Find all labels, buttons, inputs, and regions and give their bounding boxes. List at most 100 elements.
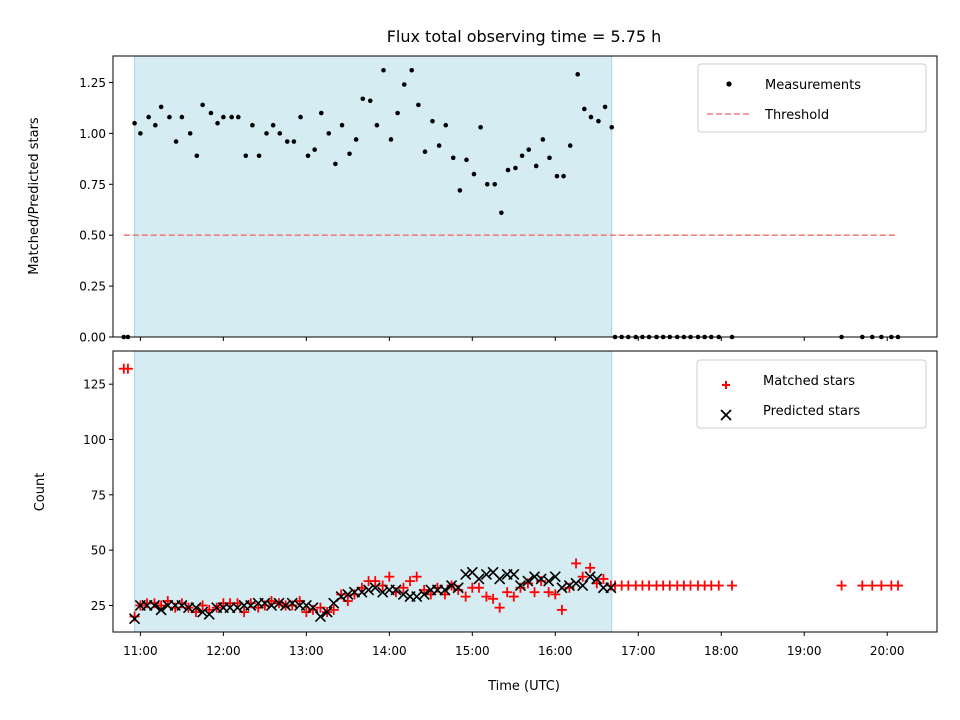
top-y-tick-label: 0.50 bbox=[79, 229, 106, 243]
predicted-star-point bbox=[439, 584, 451, 596]
x-axis-label: Time (UTC) bbox=[487, 679, 560, 694]
measurement-point bbox=[596, 118, 601, 124]
matched-star-point bbox=[502, 587, 513, 598]
matched-star-point bbox=[488, 593, 499, 604]
predicted-star-point bbox=[369, 582, 381, 594]
measurement-point bbox=[582, 106, 587, 112]
top-shaded-interval bbox=[134, 55, 613, 338]
measurement-point bbox=[167, 114, 172, 120]
x-tick-label: 16:00 bbox=[538, 644, 573, 658]
predicted-star-point bbox=[577, 579, 589, 592]
measurement-point bbox=[208, 110, 214, 116]
measurement-point bbox=[173, 139, 179, 144]
measurement-point bbox=[533, 163, 539, 169]
measurement-point bbox=[353, 137, 359, 142]
measurement-point bbox=[250, 122, 255, 128]
legend-matched-label: Matched stars bbox=[763, 374, 855, 389]
measurement-point bbox=[221, 114, 226, 120]
top-plot-frame bbox=[112, 55, 938, 338]
top-y-tick-label: 0.75 bbox=[79, 178, 106, 192]
x-tick-label: 18:00 bbox=[704, 644, 739, 658]
measurement-point bbox=[602, 104, 608, 110]
matched-star-point bbox=[876, 580, 887, 591]
top-y-axis-label: Matched/Predicted stars bbox=[27, 117, 42, 275]
predicted-star-point bbox=[452, 582, 464, 594]
predicted-star-point bbox=[460, 568, 472, 581]
predicted-star-point bbox=[190, 602, 202, 614]
predicted-star-point bbox=[377, 586, 389, 598]
matched-star-point bbox=[122, 363, 133, 374]
matched-star-point bbox=[571, 558, 582, 569]
matched-star-point bbox=[384, 571, 395, 582]
measurement-point bbox=[450, 155, 456, 161]
measurement-point bbox=[505, 167, 511, 173]
predicted-star-point bbox=[390, 584, 402, 596]
measurement-point bbox=[277, 131, 283, 136]
measurement-point bbox=[374, 122, 380, 128]
predicted-star-point bbox=[363, 584, 375, 596]
measurement-point bbox=[422, 149, 428, 155]
predicted-star-point bbox=[535, 573, 547, 585]
bottom-plot-frame bbox=[112, 350, 938, 633]
matched-star-point bbox=[857, 580, 868, 591]
measurement-point bbox=[381, 67, 386, 73]
matched-star-point bbox=[727, 580, 738, 591]
matched-star-point bbox=[473, 582, 484, 593]
predicted-star-point bbox=[543, 575, 555, 587]
measurement-point bbox=[430, 118, 435, 124]
legend-measurements-marker bbox=[726, 81, 732, 87]
measurement-point bbox=[575, 72, 580, 77]
top-y-tick-label: 0.00 bbox=[79, 331, 106, 345]
bottom-panel: Count Time (UTC) 25 50 75 100 125 11:00 12:00… bbox=[33, 350, 938, 694]
measurement-point bbox=[492, 181, 498, 187]
measurement-point bbox=[409, 67, 415, 73]
measurement-point bbox=[513, 165, 518, 171]
matched-star-point bbox=[892, 580, 903, 591]
measurement-point bbox=[138, 131, 143, 136]
predicted-star-point bbox=[473, 573, 485, 585]
measurement-point bbox=[291, 139, 297, 144]
legend-measurements-label: Measurements bbox=[765, 78, 861, 93]
predicted-star-point bbox=[480, 568, 492, 581]
measurement-point bbox=[540, 137, 546, 142]
x-tick-label: 15:00 bbox=[455, 644, 490, 658]
measurement-point bbox=[229, 114, 234, 120]
measurement-point bbox=[318, 110, 324, 116]
predicted-star-point bbox=[570, 577, 582, 589]
measurement-point bbox=[256, 153, 262, 159]
predicted-star-point bbox=[514, 579, 527, 592]
measurement-point bbox=[215, 120, 220, 126]
predicted-star-point bbox=[314, 610, 327, 623]
top-panel: Flux total observing time = 5.75 h Match… bbox=[27, 27, 938, 345]
measurement-point bbox=[158, 104, 164, 110]
predicted-star-point bbox=[148, 599, 161, 612]
predicted-star-point bbox=[411, 591, 423, 603]
matched-star-point bbox=[411, 571, 422, 582]
legend-predicted-label: Predicted stars bbox=[763, 404, 860, 419]
measurement-point bbox=[609, 124, 615, 130]
measurement-point bbox=[312, 147, 317, 152]
matched-star-point bbox=[460, 591, 471, 602]
measurement-point bbox=[457, 188, 463, 193]
measurement-point bbox=[153, 122, 158, 128]
measurement-point bbox=[388, 137, 394, 142]
measurement-point bbox=[132, 120, 137, 126]
measurement-point bbox=[395, 110, 400, 116]
measurement-point bbox=[339, 122, 345, 128]
measurement-point bbox=[416, 102, 421, 108]
top-y-tick-label: 0.25 bbox=[79, 280, 106, 294]
matched-star-point bbox=[405, 576, 416, 587]
predicted-star-point bbox=[508, 568, 520, 581]
bottom-y-tick-label: 100 bbox=[83, 433, 106, 447]
matched-star-point bbox=[713, 580, 724, 591]
x-tick-label: 20:00 bbox=[870, 644, 905, 658]
measurement-point bbox=[200, 102, 205, 108]
predicted-star-point bbox=[563, 579, 575, 592]
x-tick-label: 12:00 bbox=[206, 644, 241, 658]
measurement-point bbox=[305, 153, 311, 159]
measurement-point bbox=[588, 114, 594, 120]
predicted-star-point bbox=[356, 586, 368, 598]
matched-star-point bbox=[556, 604, 567, 615]
measurement-point bbox=[284, 139, 290, 144]
matched-star-point bbox=[543, 587, 554, 598]
